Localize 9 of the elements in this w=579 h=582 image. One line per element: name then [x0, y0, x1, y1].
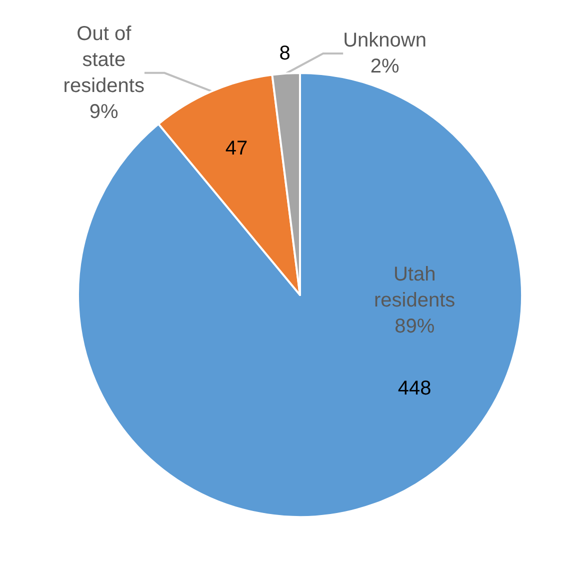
- data-label: 2%: [370, 55, 400, 78]
- slice-label: Unknown: [343, 29, 426, 52]
- slice-label: Utah residents: [374, 263, 456, 312]
- data-label: 9%: [89, 100, 119, 123]
- data-label: 89%: [394, 315, 435, 338]
- text: 8: [279, 42, 290, 64]
- slice-label: Out of state residents: [63, 22, 144, 97]
- text: 448: [398, 377, 432, 400]
- text: 47: [225, 137, 248, 160]
